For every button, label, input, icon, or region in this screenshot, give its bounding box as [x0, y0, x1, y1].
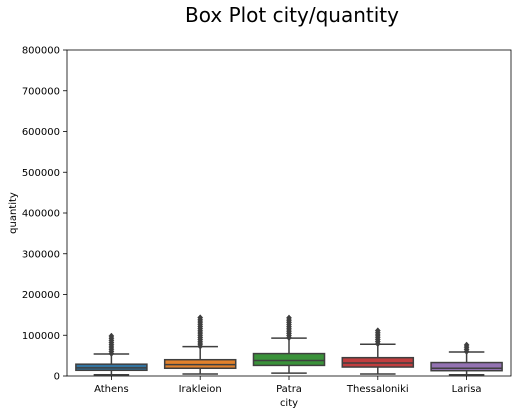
y-tick-label: 800000 — [22, 46, 60, 57]
y-tick-label: 600000 — [22, 127, 60, 138]
y-tick-label: 200000 — [22, 290, 60, 301]
y-tick-label: 300000 — [22, 249, 60, 260]
x-tick-label: Thessaloniki — [346, 384, 409, 395]
y-tick-label: 100000 — [22, 331, 60, 342]
y-tick-label: 400000 — [22, 209, 60, 220]
iqr-box — [253, 354, 324, 366]
y-tick-label: 0 — [54, 372, 60, 383]
x-tick-label: Patra — [276, 384, 302, 395]
x-axis-label: city — [280, 398, 298, 409]
iqr-box — [431, 363, 502, 371]
y-axis-label: quantity — [8, 192, 19, 234]
x-tick-label: Larisa — [452, 384, 482, 395]
chart-title: Box Plot city/quantity — [185, 3, 399, 27]
x-tick-label: Irakleion — [179, 384, 222, 395]
y-tick-label: 700000 — [22, 86, 60, 97]
x-tick-label: Athens — [94, 384, 129, 395]
y-tick-label: 500000 — [22, 168, 60, 179]
